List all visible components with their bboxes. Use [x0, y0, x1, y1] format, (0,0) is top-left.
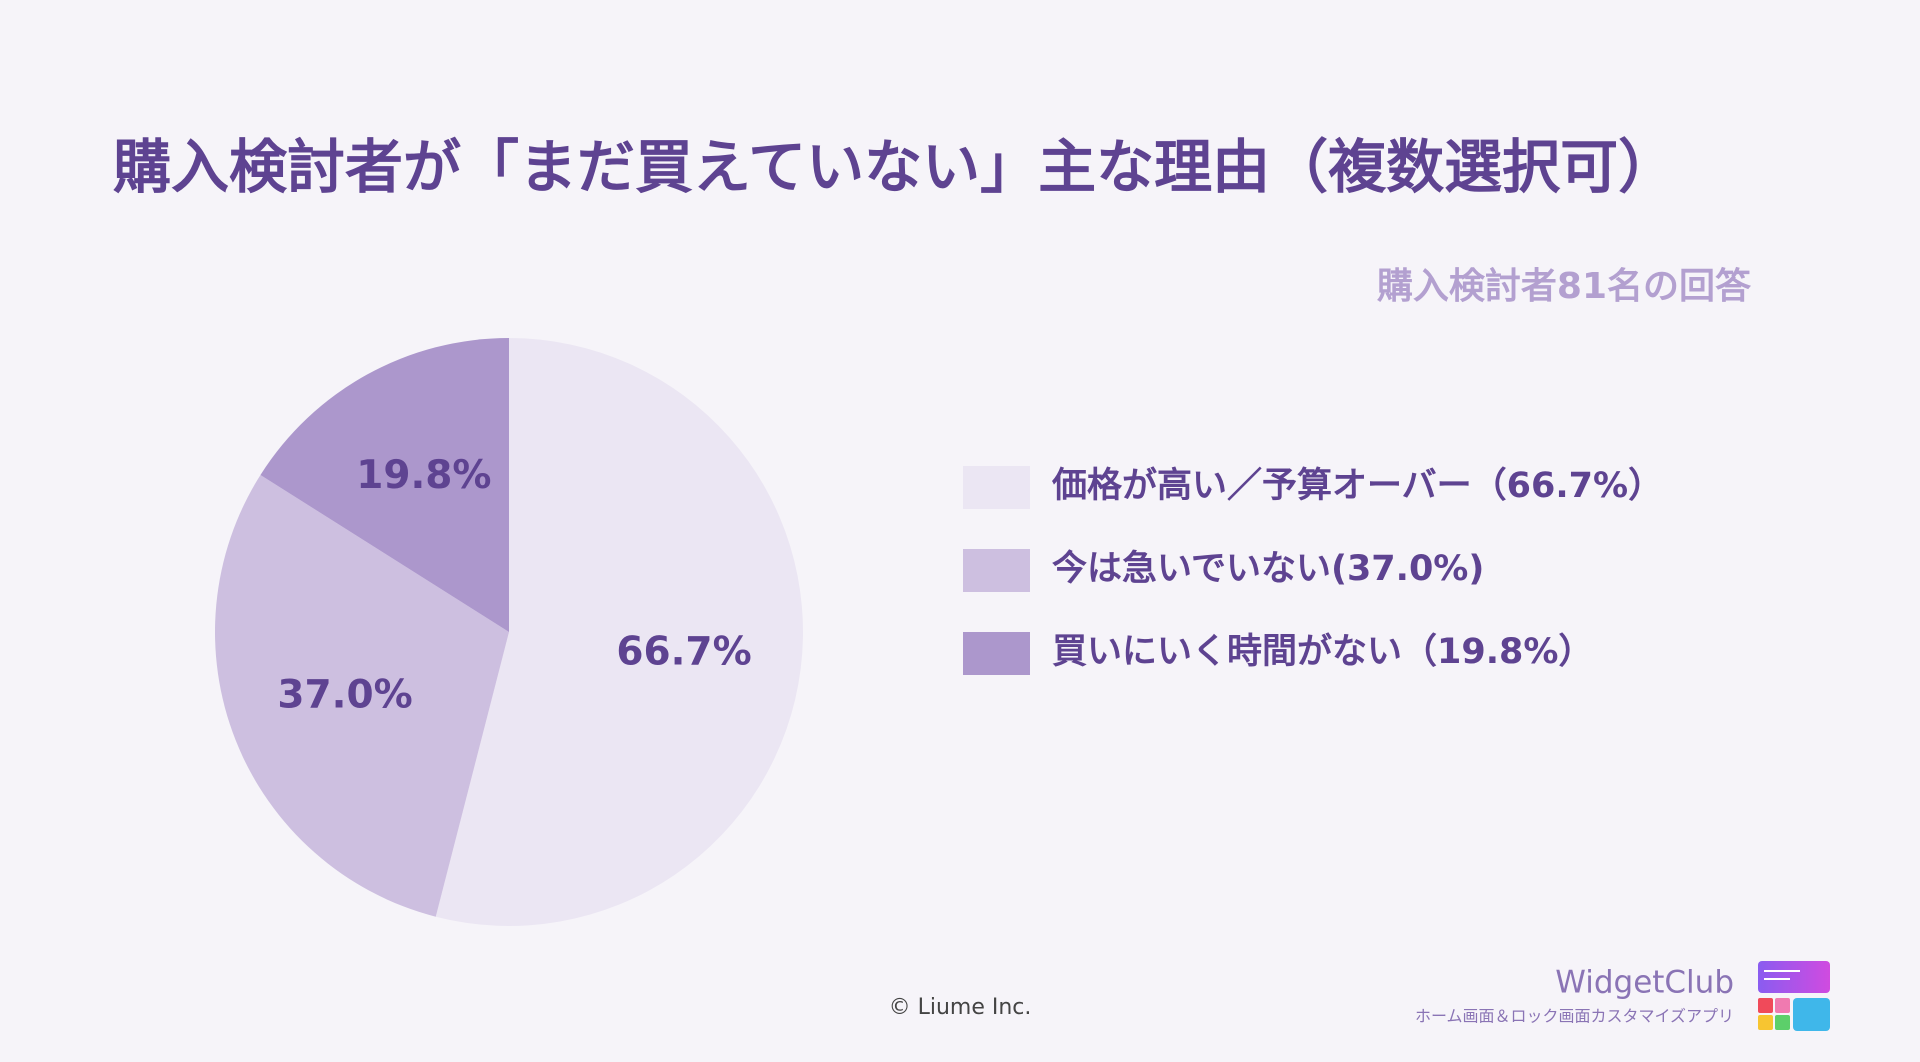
copyright: © Liume Inc.	[889, 995, 1032, 1020]
pie-slice	[260, 338, 509, 632]
tagline: ホーム画面＆ロック画面カスタマイズアプリ	[1415, 1007, 1734, 1026]
legend-label: 買いにいく時間がない（19.8%）	[1052, 632, 1593, 672]
brand: WidgetClub	[1555, 965, 1734, 1001]
pie-slice	[435, 338, 804, 926]
pie-slice	[215, 474, 510, 917]
legend-swatch	[963, 549, 1030, 592]
brand-logo	[1758, 961, 1830, 1031]
data-label: 66.7%	[616, 630, 751, 675]
legend-label: 価格が高い／予算オーバー（66.7%）	[1051, 466, 1663, 506]
pie: 66.7% 37.0% 19.8%	[215, 338, 804, 926]
chart-subtitle: 購入検討者81名の回答	[1377, 266, 1752, 307]
legend-swatch	[963, 632, 1030, 675]
data-label: 19.8%	[356, 453, 491, 498]
legend-swatch	[963, 466, 1030, 509]
data-label: 37.0%	[277, 673, 412, 718]
legend-label: 今は急いでいない(37.0%)	[1052, 549, 1484, 589]
chart-title: 購入検討者が「まだ買えていない」主な理由（複数選択可）	[113, 133, 1676, 201]
legend: 価格が高い／予算オーバー（66.7%） 今は急いでいない(37.0%) 買いにいく時…	[963, 466, 1663, 675]
